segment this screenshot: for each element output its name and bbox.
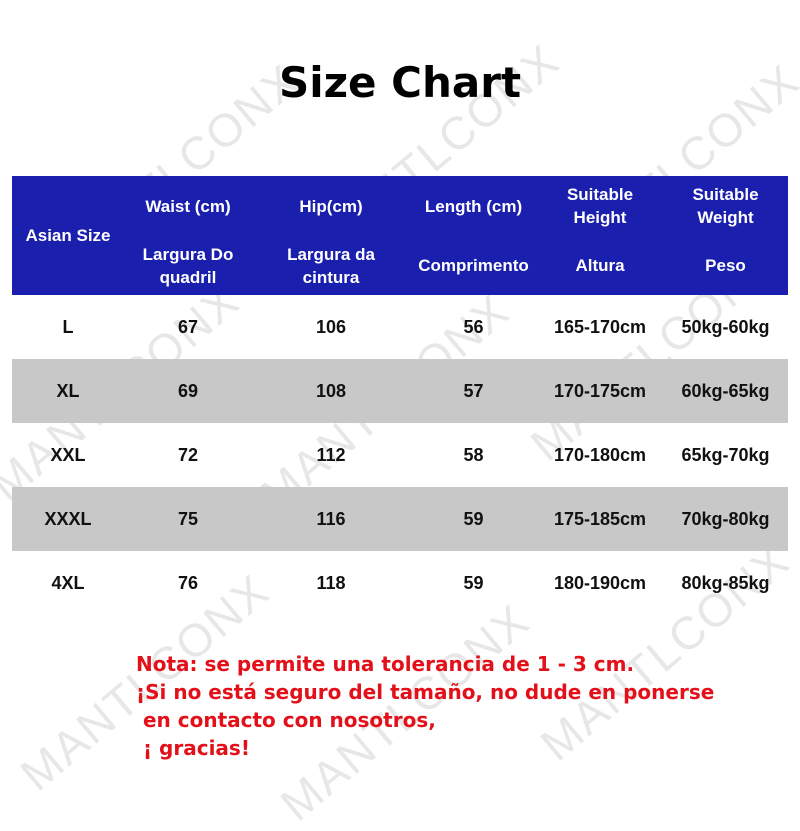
table-cell: 4XL — [51, 572, 85, 593]
table-cell: 118 — [316, 572, 346, 593]
header-hip: Hip(cm) Largura da cintura — [252, 176, 410, 295]
header-sublabel: Comprimento — [418, 256, 529, 275]
tolerance-note: Nota: se permite una tolerancia de 1 - 3… — [136, 650, 714, 762]
page-title: Size Chart — [278, 58, 522, 107]
table-cell: 75 — [177, 508, 199, 529]
table-cell: 165-170cm — [553, 316, 647, 337]
header-label: Waist (cm) — [145, 196, 231, 216]
table-cell: 57 — [463, 380, 484, 401]
table-cell: XL — [56, 380, 80, 401]
table-cell: 180-190cm — [553, 572, 647, 593]
table-cell: 59 — [463, 572, 484, 593]
header-label: Length (cm) — [424, 196, 523, 216]
table-header: Asian Size Waist (cm) Largura Do quadril… — [12, 176, 788, 295]
size-chart-table: Asian Size Waist (cm) Largura Do quadril… — [12, 176, 788, 615]
table-row: XXXL 75 116 59 175-185cm 70kg-80kg — [12, 487, 788, 551]
table-cell: 56 — [463, 316, 484, 337]
table-cell: 106 — [315, 316, 347, 337]
header-height: Suitable Height Altura — [537, 176, 663, 295]
note-line: ¡Si no está seguro del tamaño, no dude e… — [136, 680, 715, 704]
table-row: XXL 72 112 58 170-180cm 65kg-70kg — [12, 423, 788, 487]
table-cell: 80kg-85kg — [681, 572, 770, 593]
note-line: en contacto con nosotros, — [136, 708, 436, 732]
table-cell: 170-175cm — [553, 380, 647, 401]
table-cell: L — [62, 316, 74, 337]
table-cell: 60kg-65kg — [681, 380, 770, 401]
header-weight: Suitable Weight Peso — [663, 176, 788, 295]
table-row: L 67 106 56 165-170cm 50kg-60kg — [12, 295, 788, 359]
table-cell: 69 — [177, 380, 199, 401]
table-cell: 112 — [316, 444, 346, 465]
table-cell: 116 — [316, 508, 346, 529]
header-asian-size: Asian Size — [12, 176, 124, 295]
header-label: Suitable Weight — [692, 185, 759, 227]
table-row: 4XL 76 118 59 180-190cm 80kg-85kg — [12, 551, 788, 615]
table-cell: 175-185cm — [553, 508, 647, 529]
table-cell: 76 — [177, 572, 199, 593]
table-cell: XXL — [50, 444, 86, 465]
header-sublabel: Peso — [705, 256, 746, 275]
note-line: ¡ gracias! — [136, 736, 250, 760]
header-sublabel: Altura — [575, 256, 625, 275]
header-sublabel: Largura da cintura — [287, 244, 375, 287]
note-line: Nota: se permite una tolerancia de 1 - 3… — [136, 652, 635, 676]
header-length: Length (cm) Comprimento — [410, 176, 537, 295]
table-cell: 65kg-70kg — [681, 444, 770, 465]
table-cell: 67 — [177, 316, 199, 337]
table-cell: 59 — [463, 508, 484, 529]
table-cell: 72 — [177, 444, 199, 465]
header-label: Asian Size — [25, 226, 111, 245]
table-cell: 70kg-80kg — [681, 508, 770, 529]
table-row: XL 69 108 57 170-175cm 60kg-65kg — [12, 359, 788, 423]
table-cell: 170-180cm — [553, 444, 647, 465]
table-cell: 108 — [315, 380, 347, 401]
table-cell: XXXL — [44, 508, 92, 529]
header-sublabel: Largura Do quadril — [142, 244, 234, 287]
table-cell: 50kg-60kg — [681, 316, 770, 337]
header-waist: Waist (cm) Largura Do quadril — [124, 176, 252, 295]
table-body: L 67 106 56 165-170cm 50kg-60kg XL 69 108 57 170-1… — [12, 295, 788, 615]
header-label: Hip(cm) — [299, 196, 363, 216]
header-label: Suitable Height — [566, 185, 634, 227]
table-cell: 58 — [463, 444, 484, 465]
